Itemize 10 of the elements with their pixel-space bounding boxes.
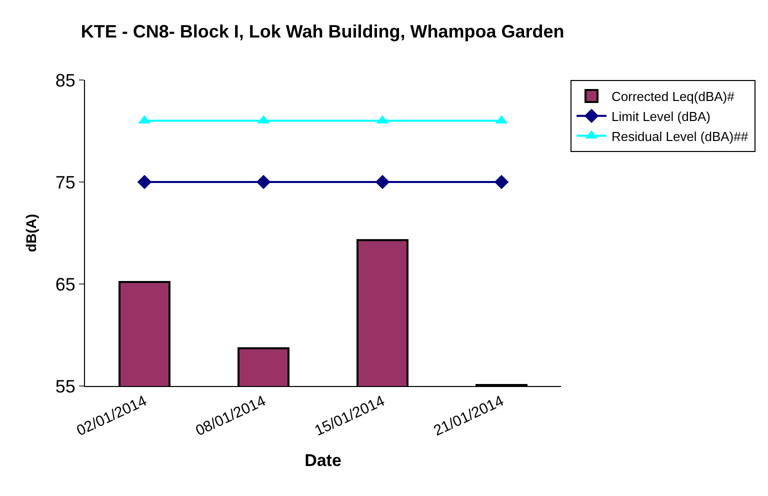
legend-label: Corrected Leq(dBA)#	[612, 89, 736, 104]
legend-label: Residual Level (dBA)##	[612, 128, 749, 144]
y-tick-label: 65	[55, 274, 76, 294]
legend-label: Limit Level (dBA)	[612, 108, 711, 124]
y-tick-label: 85	[55, 70, 76, 90]
chart-title: KTE - CN8- Block I, Lok Wah Building, Whampoa Garden	[80, 21, 564, 42]
y-tick-label: 75	[55, 172, 76, 192]
x-axis-title: Date	[304, 451, 342, 470]
y-axis-title: dB(A)	[22, 214, 39, 252]
y-tick-label: 55	[55, 376, 76, 396]
